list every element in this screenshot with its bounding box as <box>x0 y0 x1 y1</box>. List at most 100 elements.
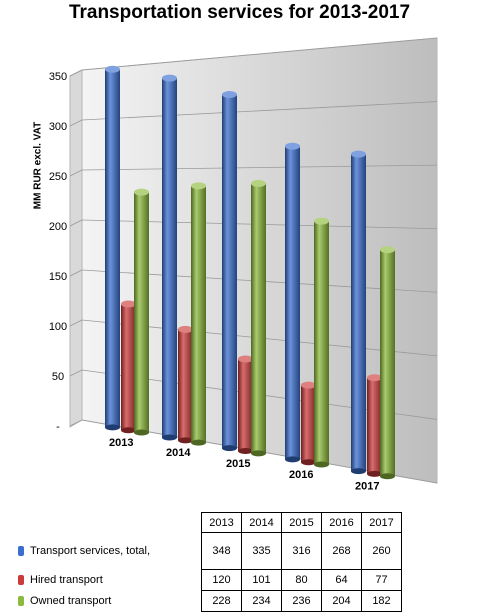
bar <box>121 303 136 431</box>
legend-entry-transport-total: Transport services, total, <box>16 533 202 570</box>
series-name: Transport services, total, <box>30 545 151 557</box>
bar-top <box>301 381 316 389</box>
bar-bottom <box>222 445 237 452</box>
bar <box>314 221 329 465</box>
table-header-2015: 2015 <box>281 512 322 533</box>
gridline-side <box>69 169 83 177</box>
x-tick-label: 2013 <box>109 437 133 449</box>
table-cell: 77 <box>361 569 402 591</box>
bar <box>191 185 206 443</box>
x-tick-label: 2017 <box>355 481 379 493</box>
bar-bottom <box>367 470 382 477</box>
bar-top <box>162 74 177 82</box>
table-row-transport-total: Transport services, total, 348 335 316 2… <box>16 532 402 570</box>
gridline-side <box>69 219 83 227</box>
table-header-2017: 2017 <box>361 512 402 533</box>
bar-bottom <box>314 461 329 468</box>
table-row-owned-transport: Owned transport 228 234 236 204 182 <box>16 590 402 612</box>
legend-entry-hired-transport: Hired transport <box>16 570 202 591</box>
y-tick-label: 150 <box>49 271 67 283</box>
table-cell: 64 <box>321 569 362 591</box>
series-name: Hired transport <box>30 574 103 586</box>
x-tick-label: 2016 <box>289 469 313 481</box>
bar-bottom <box>134 429 149 436</box>
bar-top <box>367 374 382 382</box>
bar-top <box>121 300 136 308</box>
bar-top <box>314 217 329 225</box>
gridline <box>81 101 438 121</box>
bar-top <box>178 325 193 333</box>
bar-top <box>285 142 300 150</box>
legend-swatch-red <box>18 575 24 586</box>
bar-bottom <box>162 434 177 441</box>
legend-entry-owned-transport: Owned transport <box>16 591 202 612</box>
gridline-side <box>69 69 83 77</box>
y-tick-label: 250 <box>49 171 67 183</box>
bar-bottom <box>285 456 300 463</box>
gridline <box>81 164 438 171</box>
bar <box>238 359 253 452</box>
legend-swatch-green <box>18 596 24 607</box>
bar <box>162 78 177 438</box>
bar-bottom <box>301 459 316 466</box>
table-cell: 234 <box>241 590 282 612</box>
bar-bottom <box>251 450 266 457</box>
bar-bottom <box>191 439 206 446</box>
table-cell: 204 <box>321 590 362 612</box>
y-tick-label: 200 <box>49 221 67 233</box>
x-tick-label: 2014 <box>166 447 191 459</box>
legend-swatch-blue <box>18 546 24 557</box>
gridline-side <box>69 319 83 327</box>
table-cell: 335 <box>241 532 282 570</box>
y-tick-label: 100 <box>49 321 67 333</box>
y-tick-label: 300 <box>49 121 67 133</box>
bar <box>301 385 316 463</box>
table-cell: 80 <box>281 569 322 591</box>
table-cell: 260 <box>361 532 402 570</box>
bar-bottom <box>121 427 136 434</box>
bar-top <box>134 188 149 196</box>
table-cell: 228 <box>201 590 242 612</box>
table-cell: 120 <box>201 569 242 591</box>
bar <box>105 69 120 428</box>
bar-top <box>251 179 266 187</box>
bar-top <box>222 91 237 99</box>
y-tick-label: 350 <box>49 71 67 83</box>
bar-bottom <box>238 448 253 455</box>
bar-top <box>191 182 206 190</box>
bar <box>134 192 149 433</box>
table-cell: 316 <box>281 532 322 570</box>
table-header-row: 2013 2014 2015 2016 2017 <box>16 512 402 533</box>
bar-top <box>380 246 395 254</box>
bar-top <box>351 150 366 158</box>
bar <box>367 377 382 474</box>
y-axis-label: MM RUR excl. VAT <box>32 121 44 210</box>
bar-bottom <box>380 473 395 480</box>
data-table: 2013 2014 2015 2016 2017 Transport servi… <box>16 512 402 612</box>
table-header-2013: 2013 <box>201 512 242 533</box>
gridline-side <box>69 269 83 277</box>
gridline-side <box>69 419 83 427</box>
table-header-2016: 2016 <box>321 512 362 533</box>
table-cell: 348 <box>201 532 242 570</box>
bar <box>251 183 266 454</box>
y-tick-label: - <box>56 421 60 433</box>
plot-side-wall <box>69 69 83 428</box>
bar <box>380 249 395 477</box>
table-row-hired-transport: Hired transport 120 101 80 64 77 <box>16 569 402 591</box>
gridline <box>81 37 438 71</box>
bar-bottom <box>178 437 193 444</box>
x-tick-label: 2015 <box>226 458 250 470</box>
table-cell: 182 <box>361 590 402 612</box>
chart-title: Transportation services for 2013-2017 <box>68 2 411 23</box>
gridline-side <box>69 119 83 127</box>
bar-bottom <box>105 424 120 431</box>
bar-top <box>105 65 120 73</box>
bar-bottom <box>351 468 366 475</box>
y-tick-label: 50 <box>52 371 64 383</box>
table-header-2014: 2014 <box>241 512 282 533</box>
bar-top <box>238 355 253 363</box>
bar <box>178 329 193 441</box>
bar <box>222 94 237 449</box>
gridline-side <box>69 369 83 377</box>
